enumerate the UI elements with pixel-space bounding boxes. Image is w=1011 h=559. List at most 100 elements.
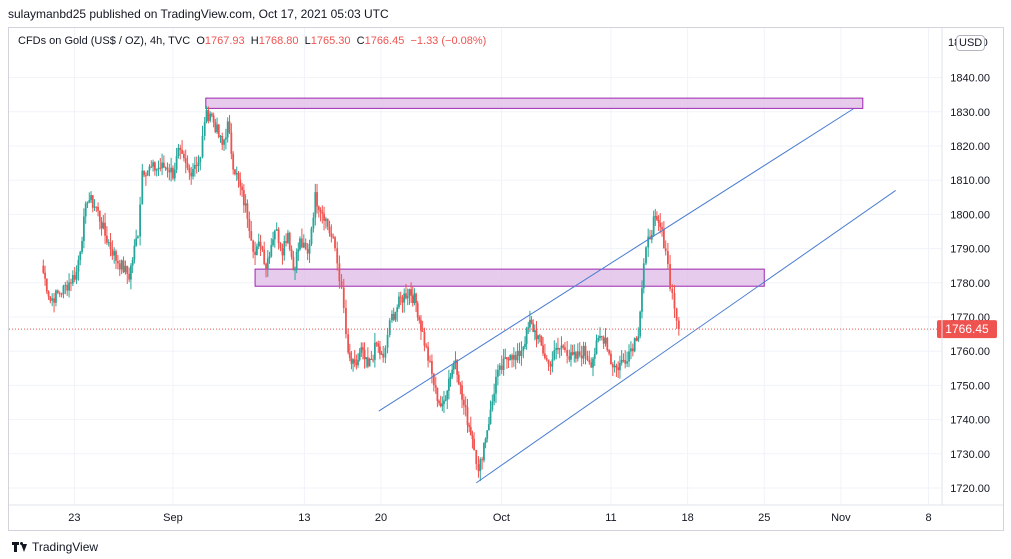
candle-body [100,221,103,229]
candle-body [207,110,210,121]
candle-body [391,313,393,321]
candle-body [578,351,581,356]
candle-body [86,202,89,204]
candle-body [542,345,544,354]
candle-body [177,147,180,157]
candle-body [380,353,383,355]
candle-body [304,242,307,250]
candle-body [232,153,235,170]
candle-body [477,464,480,472]
candle-body [504,357,507,359]
footer-brand[interactable]: TradingView [12,540,98,554]
candle-body [340,281,343,288]
candle-body [377,343,380,347]
candle-body [379,346,381,355]
candle-body [512,354,515,360]
candle-body [319,210,322,212]
candle-body [555,347,558,351]
candle-body [431,361,433,374]
candle-body [630,348,632,352]
ohlc-values: O1767.93 H1768.80 L1765.30 C1766.45 −1.3… [193,35,486,47]
candle-body [261,246,264,250]
x-tick-label: 11 [605,512,616,524]
candle-body [314,192,317,218]
candle-body [372,359,375,361]
candle-body [244,203,247,206]
candle-body [135,238,138,246]
candle-body [421,330,424,332]
candle-body [137,236,139,239]
candle-body [164,167,167,169]
candle-body [427,346,429,361]
last-price-tag [937,320,997,339]
candle-body [288,232,291,250]
candle-body [620,359,623,364]
candle-body [606,338,609,351]
candle-body [451,369,454,377]
candle-body [93,206,96,208]
low-label: L [304,35,311,47]
candle-body [635,338,638,341]
candle-body [186,163,189,169]
candle-body [580,355,583,359]
candle-body [502,358,505,370]
y-tick-label: 1750.00 [950,380,990,392]
candle-body [481,459,484,461]
candle-body [637,336,640,341]
candle-body [545,358,548,360]
candle-body [310,228,313,245]
candle-body [529,319,531,328]
candle-body [516,350,519,361]
candle-body [324,218,327,221]
candle-body [527,327,530,329]
candle-body [97,206,99,211]
candle-body [175,156,178,170]
candle-body [576,351,579,359]
candle-body [66,285,69,291]
candle-body [617,367,620,371]
candle-body [259,241,262,247]
candle-body [124,265,127,273]
candle-body [410,289,413,296]
high-label: H [250,35,259,47]
candle-body [334,237,336,249]
candle-body [170,167,173,173]
candle-body [518,350,521,356]
candle-body [323,213,325,221]
candle-body [615,365,618,368]
candle-body [287,232,289,243]
candle-body [146,170,149,176]
candle-body [118,263,121,270]
candle-body [248,218,251,231]
candle-body [130,265,132,280]
candle-body [396,307,399,312]
channel-line [475,190,896,484]
candle-body [214,122,217,133]
candle-body [530,319,533,324]
candle-body [113,251,116,256]
candle-body [549,363,552,367]
candle-body [317,206,320,211]
candle-body [394,311,397,320]
candle-body [159,167,162,169]
candle-body [459,384,462,386]
candle-body [622,359,625,361]
currency-badge[interactable]: USD [956,35,986,51]
candle-body [473,439,475,450]
candle-body [557,347,559,350]
candle-body [77,260,80,272]
candle-body [506,357,508,360]
candle-body [183,153,185,159]
footer-brand-label: TradingView [32,540,99,554]
candle-body [241,186,243,191]
candle-body [661,227,663,230]
candle-body [155,168,158,171]
candle-body [272,239,274,246]
candle-body [157,167,160,169]
candle-body [656,216,658,220]
candle-body [507,359,510,361]
price-zone [254,268,765,287]
candle-body [120,260,123,270]
y-tick-label: 1740.00 [950,415,990,427]
